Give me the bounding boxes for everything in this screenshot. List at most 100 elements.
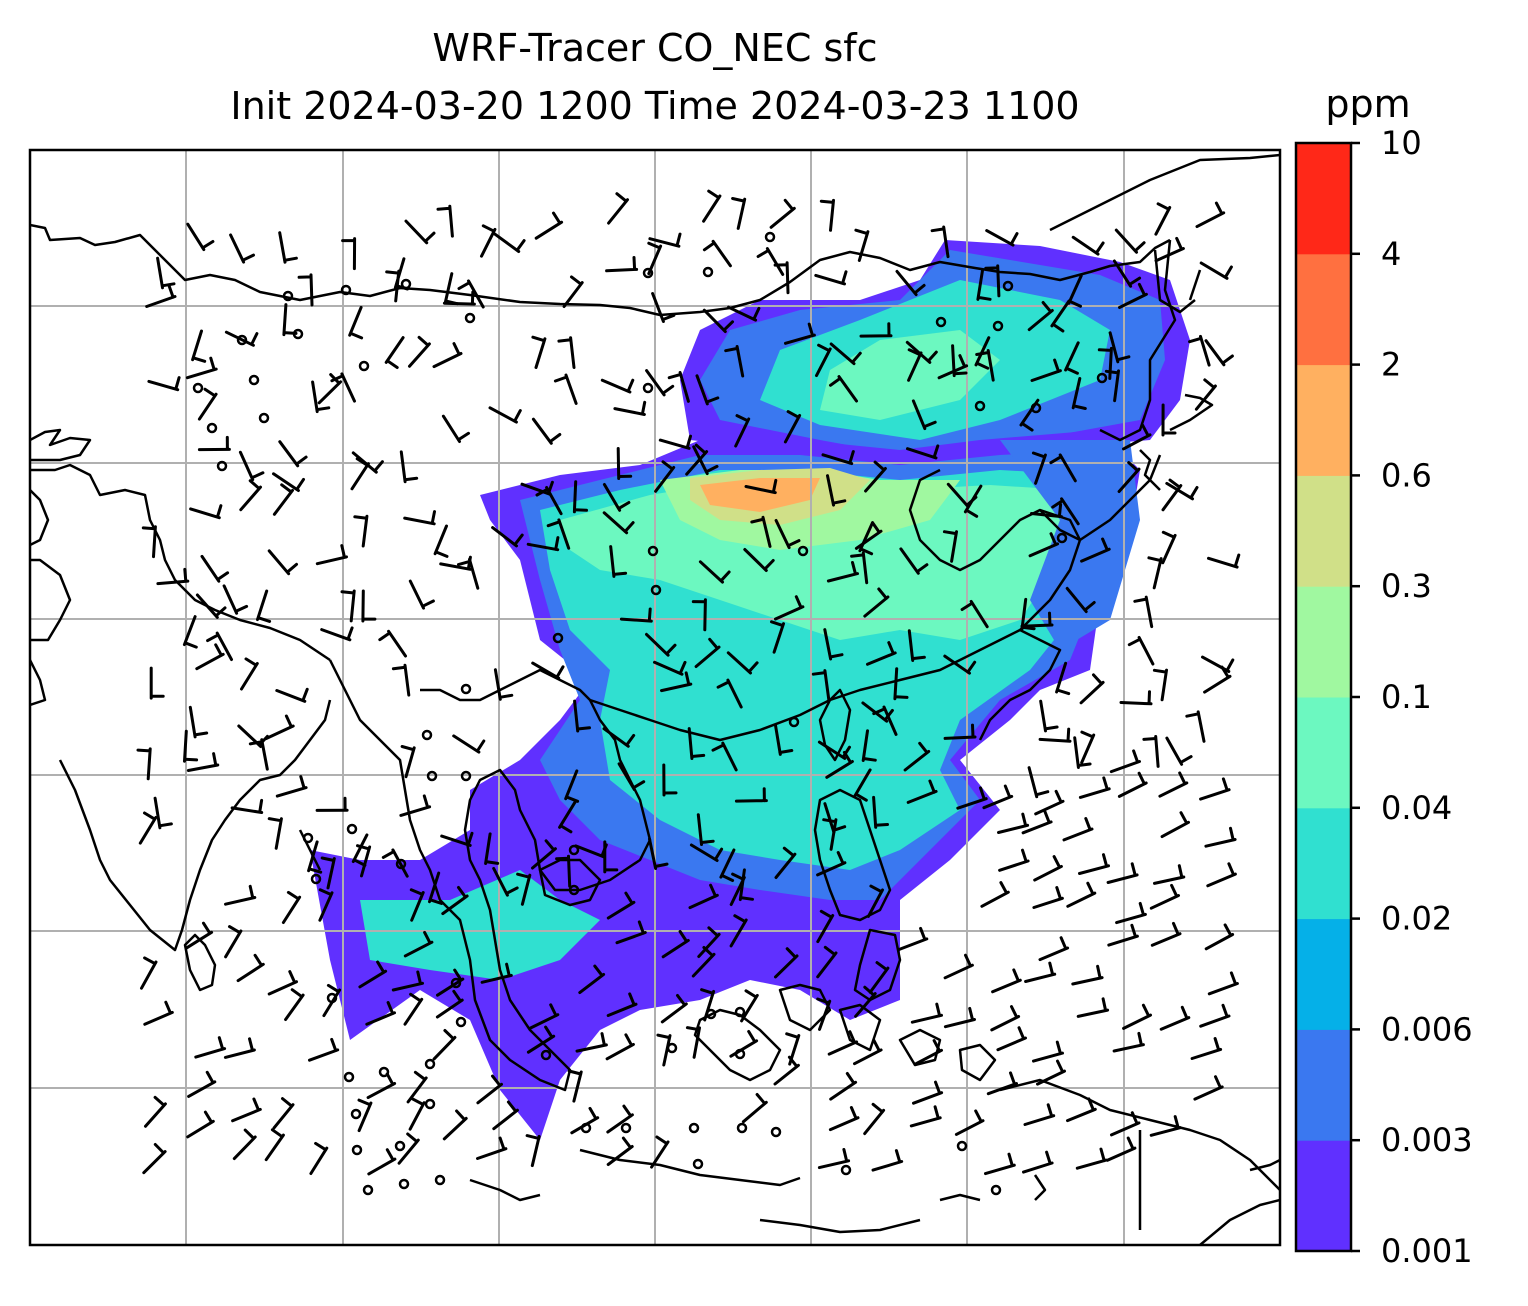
wind-barb — [1150, 921, 1182, 947]
wind-barb — [1024, 961, 1057, 983]
wind-barb — [378, 629, 407, 658]
wind-barb — [558, 800, 577, 834]
wind-barb — [264, 1128, 285, 1162]
wind-barb — [658, 434, 692, 450]
wind-barb — [827, 1030, 859, 1056]
wind-barb — [206, 631, 233, 661]
wind-barb — [976, 268, 992, 301]
wind-barb — [1185, 710, 1206, 743]
wind-barb — [823, 628, 844, 661]
wind-barb — [1147, 556, 1163, 590]
wind-barb — [403, 930, 434, 958]
wind-barb — [408, 335, 431, 368]
wind-barb — [1119, 690, 1153, 706]
calm-wind-marker — [424, 1098, 436, 1110]
wind-barb — [729, 914, 748, 948]
wind-barb — [974, 336, 991, 370]
calm-wind-marker — [770, 1126, 782, 1138]
wind-barb — [284, 988, 305, 1021]
field-zone-main-max — [700, 478, 820, 512]
wind-barb — [773, 723, 794, 756]
wind-barb — [1051, 497, 1080, 526]
wind-barb — [688, 883, 719, 910]
wind-barb — [942, 530, 958, 563]
wind-barb — [689, 843, 724, 862]
wind-barb — [719, 848, 736, 882]
wind-barb — [1027, 301, 1054, 332]
wind-barb — [391, 663, 411, 697]
wind-barb — [493, 232, 526, 253]
wind-barb — [230, 798, 264, 814]
wind-barb — [187, 1070, 217, 1098]
calm-wind-marker — [340, 284, 352, 296]
wind-barb — [399, 794, 432, 817]
wind-barb — [651, 292, 676, 323]
wind-barb — [1028, 532, 1060, 558]
wind-barb — [239, 479, 262, 512]
calm-wind-marker — [692, 1158, 704, 1170]
wind-barb — [197, 387, 218, 421]
wind-barb — [570, 1106, 600, 1135]
wind-barb — [863, 1102, 886, 1136]
wind-barb — [1204, 923, 1235, 951]
wind-barb — [1019, 398, 1040, 432]
wind-barb — [1080, 537, 1111, 563]
wind-barb — [267, 549, 298, 576]
wind-barb — [232, 1128, 257, 1161]
wind-barb — [409, 888, 425, 922]
wind-barb — [348, 305, 364, 340]
wind-barb — [1106, 1136, 1137, 1162]
wind-barb — [1133, 595, 1154, 629]
wind-barb — [200, 554, 230, 583]
wind-barb — [144, 1095, 167, 1128]
calm-wind-marker — [216, 460, 228, 472]
wind-barb — [224, 330, 259, 347]
wind-barb — [365, 1001, 396, 1026]
wind-barb — [1023, 1103, 1056, 1126]
title-line-2: Init 2024-03-20 1200 Time 2024-03-23 110… — [230, 84, 1080, 128]
wind-barb — [613, 400, 647, 416]
wind-barb — [1199, 1003, 1231, 1028]
wind-barb — [195, 593, 227, 619]
wind-barb — [432, 342, 463, 369]
calm-wind-marker — [395, 858, 407, 870]
wind-barb — [320, 626, 354, 642]
calm-wind-marker — [1056, 532, 1068, 544]
wind-barb — [774, 595, 805, 621]
wind-barb — [1115, 901, 1147, 925]
wind-barb — [441, 886, 469, 916]
calm-wind-marker — [398, 1178, 410, 1190]
wind-barb — [534, 211, 564, 240]
wind-barb — [734, 787, 768, 803]
wind-barb — [602, 511, 635, 535]
wind-barb — [358, 960, 388, 989]
wind-barb — [911, 399, 937, 431]
wind-barb — [297, 273, 314, 307]
wind-barb — [990, 1005, 1021, 1032]
wind-barb — [607, 192, 629, 225]
wind-barb — [696, 813, 715, 846]
wind-barb — [698, 560, 731, 584]
wind-barb — [943, 953, 974, 980]
colorbar: 0.001 0.003 0.006 0.02 0.04 0.1 0.3 0.6 2 4 10 — [1294, 124, 1473, 1270]
colorbar-segment — [1296, 143, 1351, 255]
wind-barb — [956, 786, 988, 810]
wind-barb — [998, 848, 1030, 872]
wind-barb — [853, 1038, 883, 1066]
wind-barb — [685, 1026, 701, 1059]
wind-barb — [441, 414, 470, 443]
wind-barb — [899, 547, 929, 575]
wind-barb — [667, 371, 690, 403]
colorbar-tick-label: 0.02 — [1381, 900, 1452, 938]
wind-barb — [476, 1074, 503, 1105]
calm-wind-marker — [248, 374, 260, 386]
wind-barb — [1027, 766, 1050, 799]
wind-barb — [529, 1003, 560, 1030]
wind-barb — [267, 817, 283, 850]
wind-barb — [963, 484, 983, 518]
wind-barb — [773, 261, 790, 295]
wind-barb — [400, 745, 416, 779]
wind-barb — [1038, 936, 1070, 962]
wind-barb — [854, 228, 870, 262]
wind-barb — [318, 888, 334, 922]
